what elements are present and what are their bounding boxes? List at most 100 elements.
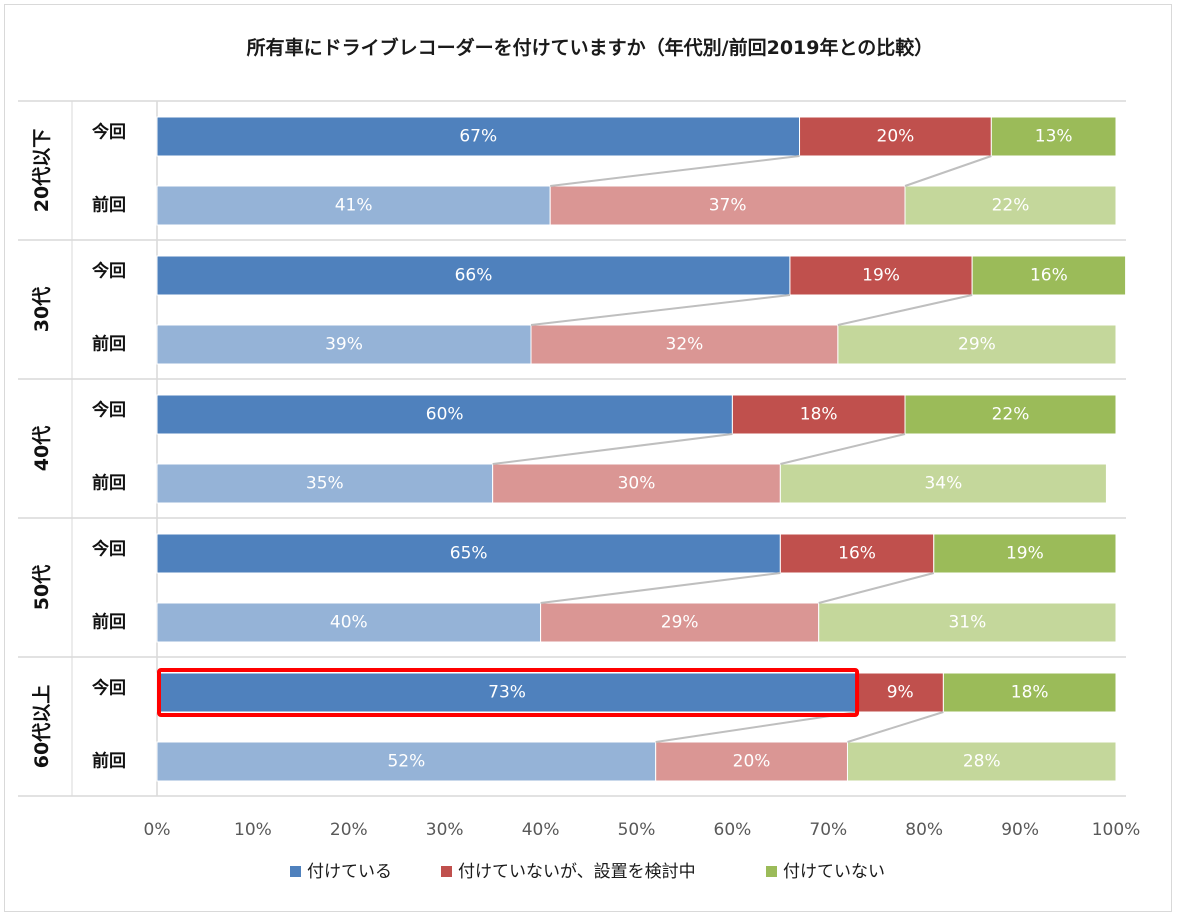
series-connector-line <box>540 572 781 604</box>
series-connector-line <box>818 572 935 604</box>
bars-layer <box>156 116 1127 782</box>
data-label-previous-series-2: 31% <box>948 613 986 633</box>
series-connector-line <box>837 294 973 326</box>
data-label-previous-series-0: 40% <box>330 613 368 633</box>
bar-previous-series-0 <box>156 602 542 643</box>
x-tick-label: 0% <box>144 820 171 840</box>
x-tick-label: 80% <box>905 820 943 840</box>
data-label-previous-series-0: 52% <box>387 752 425 772</box>
data-label-previous-series-1: 32% <box>666 335 704 355</box>
data-label-current-series-0: 67% <box>459 127 497 147</box>
legend-label-2: 付けていない <box>783 862 885 882</box>
row-label-previous: 前回 <box>92 473 126 494</box>
x-tick-label: 100% <box>1092 820 1141 840</box>
data-label-previous-series-1: 37% <box>709 196 747 216</box>
bar-current-series-0 <box>156 116 801 157</box>
group-label: 30代 <box>31 287 53 332</box>
series-connector-line <box>492 433 733 465</box>
bar-previous-series-1 <box>540 602 820 643</box>
data-label-current-series-1: 9% <box>887 683 914 703</box>
row-label-current: 今回 <box>92 678 126 699</box>
x-tick-label: 10% <box>234 820 272 840</box>
x-tick-label: 30% <box>426 820 464 840</box>
legend-swatch-0 <box>290 866 301 877</box>
x-axis: 0% 10% 20% 30% 40% 50% 60% 70% 80% 90% 100% <box>144 820 1141 840</box>
data-label-current-series-2: 13% <box>1035 127 1073 147</box>
legend-swatch-1 <box>441 866 452 877</box>
row-label-current: 今回 <box>92 400 126 421</box>
data-label-previous-series-2: 29% <box>958 335 996 355</box>
row-label-previous: 前回 <box>92 195 126 216</box>
bar-current-series-2 <box>971 255 1127 296</box>
data-label-previous-series-0: 41% <box>335 196 373 216</box>
data-label-previous-series-1: 20% <box>733 752 771 772</box>
data-label-current-series-2: 16% <box>1030 266 1068 286</box>
bar-previous-series-0 <box>156 324 532 365</box>
bar-previous-series-1 <box>655 741 848 782</box>
series-connector-line <box>530 294 791 326</box>
x-tick-label: 60% <box>714 820 752 840</box>
bar-current-series-2 <box>990 116 1117 157</box>
data-label-current-series-1: 16% <box>838 544 876 564</box>
row-label-current: 今回 <box>92 539 126 560</box>
bar-current-series-0 <box>156 533 781 574</box>
highlight-box <box>157 668 860 717</box>
series-connector-line <box>780 433 906 465</box>
data-label-previous-series-0: 35% <box>306 474 344 494</box>
bar-current-series-2 <box>904 394 1117 435</box>
data-label-current-series-0: 73% <box>488 683 526 703</box>
row-label-previous: 前回 <box>92 334 126 355</box>
x-tick-label: 20% <box>330 820 368 840</box>
data-label-current-series-2: 18% <box>1011 683 1049 703</box>
bar-previous-series-0 <box>156 463 494 504</box>
x-tick-label: 70% <box>809 820 847 840</box>
bar-previous-series-2 <box>779 463 1107 504</box>
bar-current-series-2 <box>933 533 1117 574</box>
x-tick-label: 50% <box>618 820 656 840</box>
data-label-previous-series-1: 30% <box>618 474 656 494</box>
bar-previous-series-1 <box>530 324 839 365</box>
bar-current-series-0 <box>156 394 733 435</box>
data-label-current-series-2: 19% <box>1006 544 1044 564</box>
chart-title: 所有車にドライブレコーダーを付けていますか（年代別/前回2019年との比較） <box>247 36 934 59</box>
series-connector-line <box>847 711 944 743</box>
data-label-current-series-0: 60% <box>426 405 464 425</box>
legend-label-0: 付けている <box>307 862 392 882</box>
bar-previous-series-1 <box>549 185 906 226</box>
data-label-previous-series-1: 29% <box>661 613 699 633</box>
bar-current-series-1 <box>856 672 944 713</box>
bar-previous-series-2 <box>846 741 1117 782</box>
row-label-previous: 前回 <box>92 751 126 772</box>
data-label-current-series-2: 22% <box>992 405 1030 425</box>
series-connector-line <box>904 155 992 187</box>
data-label-previous-series-0: 39% <box>325 335 363 355</box>
bar-previous-series-1 <box>492 463 781 504</box>
data-label-current-series-0: 65% <box>450 544 488 564</box>
row-label-current: 今回 <box>92 261 126 282</box>
data-label-current-series-1: 18% <box>800 405 838 425</box>
bar-current-series-1 <box>789 255 973 296</box>
row-label-current: 今回 <box>92 122 126 143</box>
data-label-previous-series-2: 28% <box>963 752 1001 772</box>
bar-previous-series-2 <box>904 185 1117 226</box>
data-label-previous-series-2: 22% <box>992 196 1030 216</box>
bar-current-series-1 <box>731 394 906 435</box>
series-connector-line <box>550 155 800 187</box>
bar-current-series-0 <box>156 255 791 296</box>
group-label: 40代 <box>31 426 53 471</box>
group-label: 60代以上 <box>31 685 53 768</box>
x-tick-label: 40% <box>522 820 560 840</box>
legend-swatch-2 <box>766 866 777 877</box>
data-label-previous-series-2: 34% <box>924 474 962 494</box>
group-label: 50代 <box>31 565 53 610</box>
legend: 付けている 付けていないが、設置を検討中 付けていない <box>290 862 885 882</box>
group-label: 20代以下 <box>31 129 53 212</box>
row-label-previous: 前回 <box>92 612 126 633</box>
bar-current-series-1 <box>779 533 935 574</box>
data-label-current-series-1: 19% <box>862 266 900 286</box>
legend-label-1: 付けていないが、設置を検討中 <box>458 862 696 882</box>
x-tick-label: 90% <box>1001 820 1039 840</box>
bar-previous-series-2 <box>818 602 1117 643</box>
